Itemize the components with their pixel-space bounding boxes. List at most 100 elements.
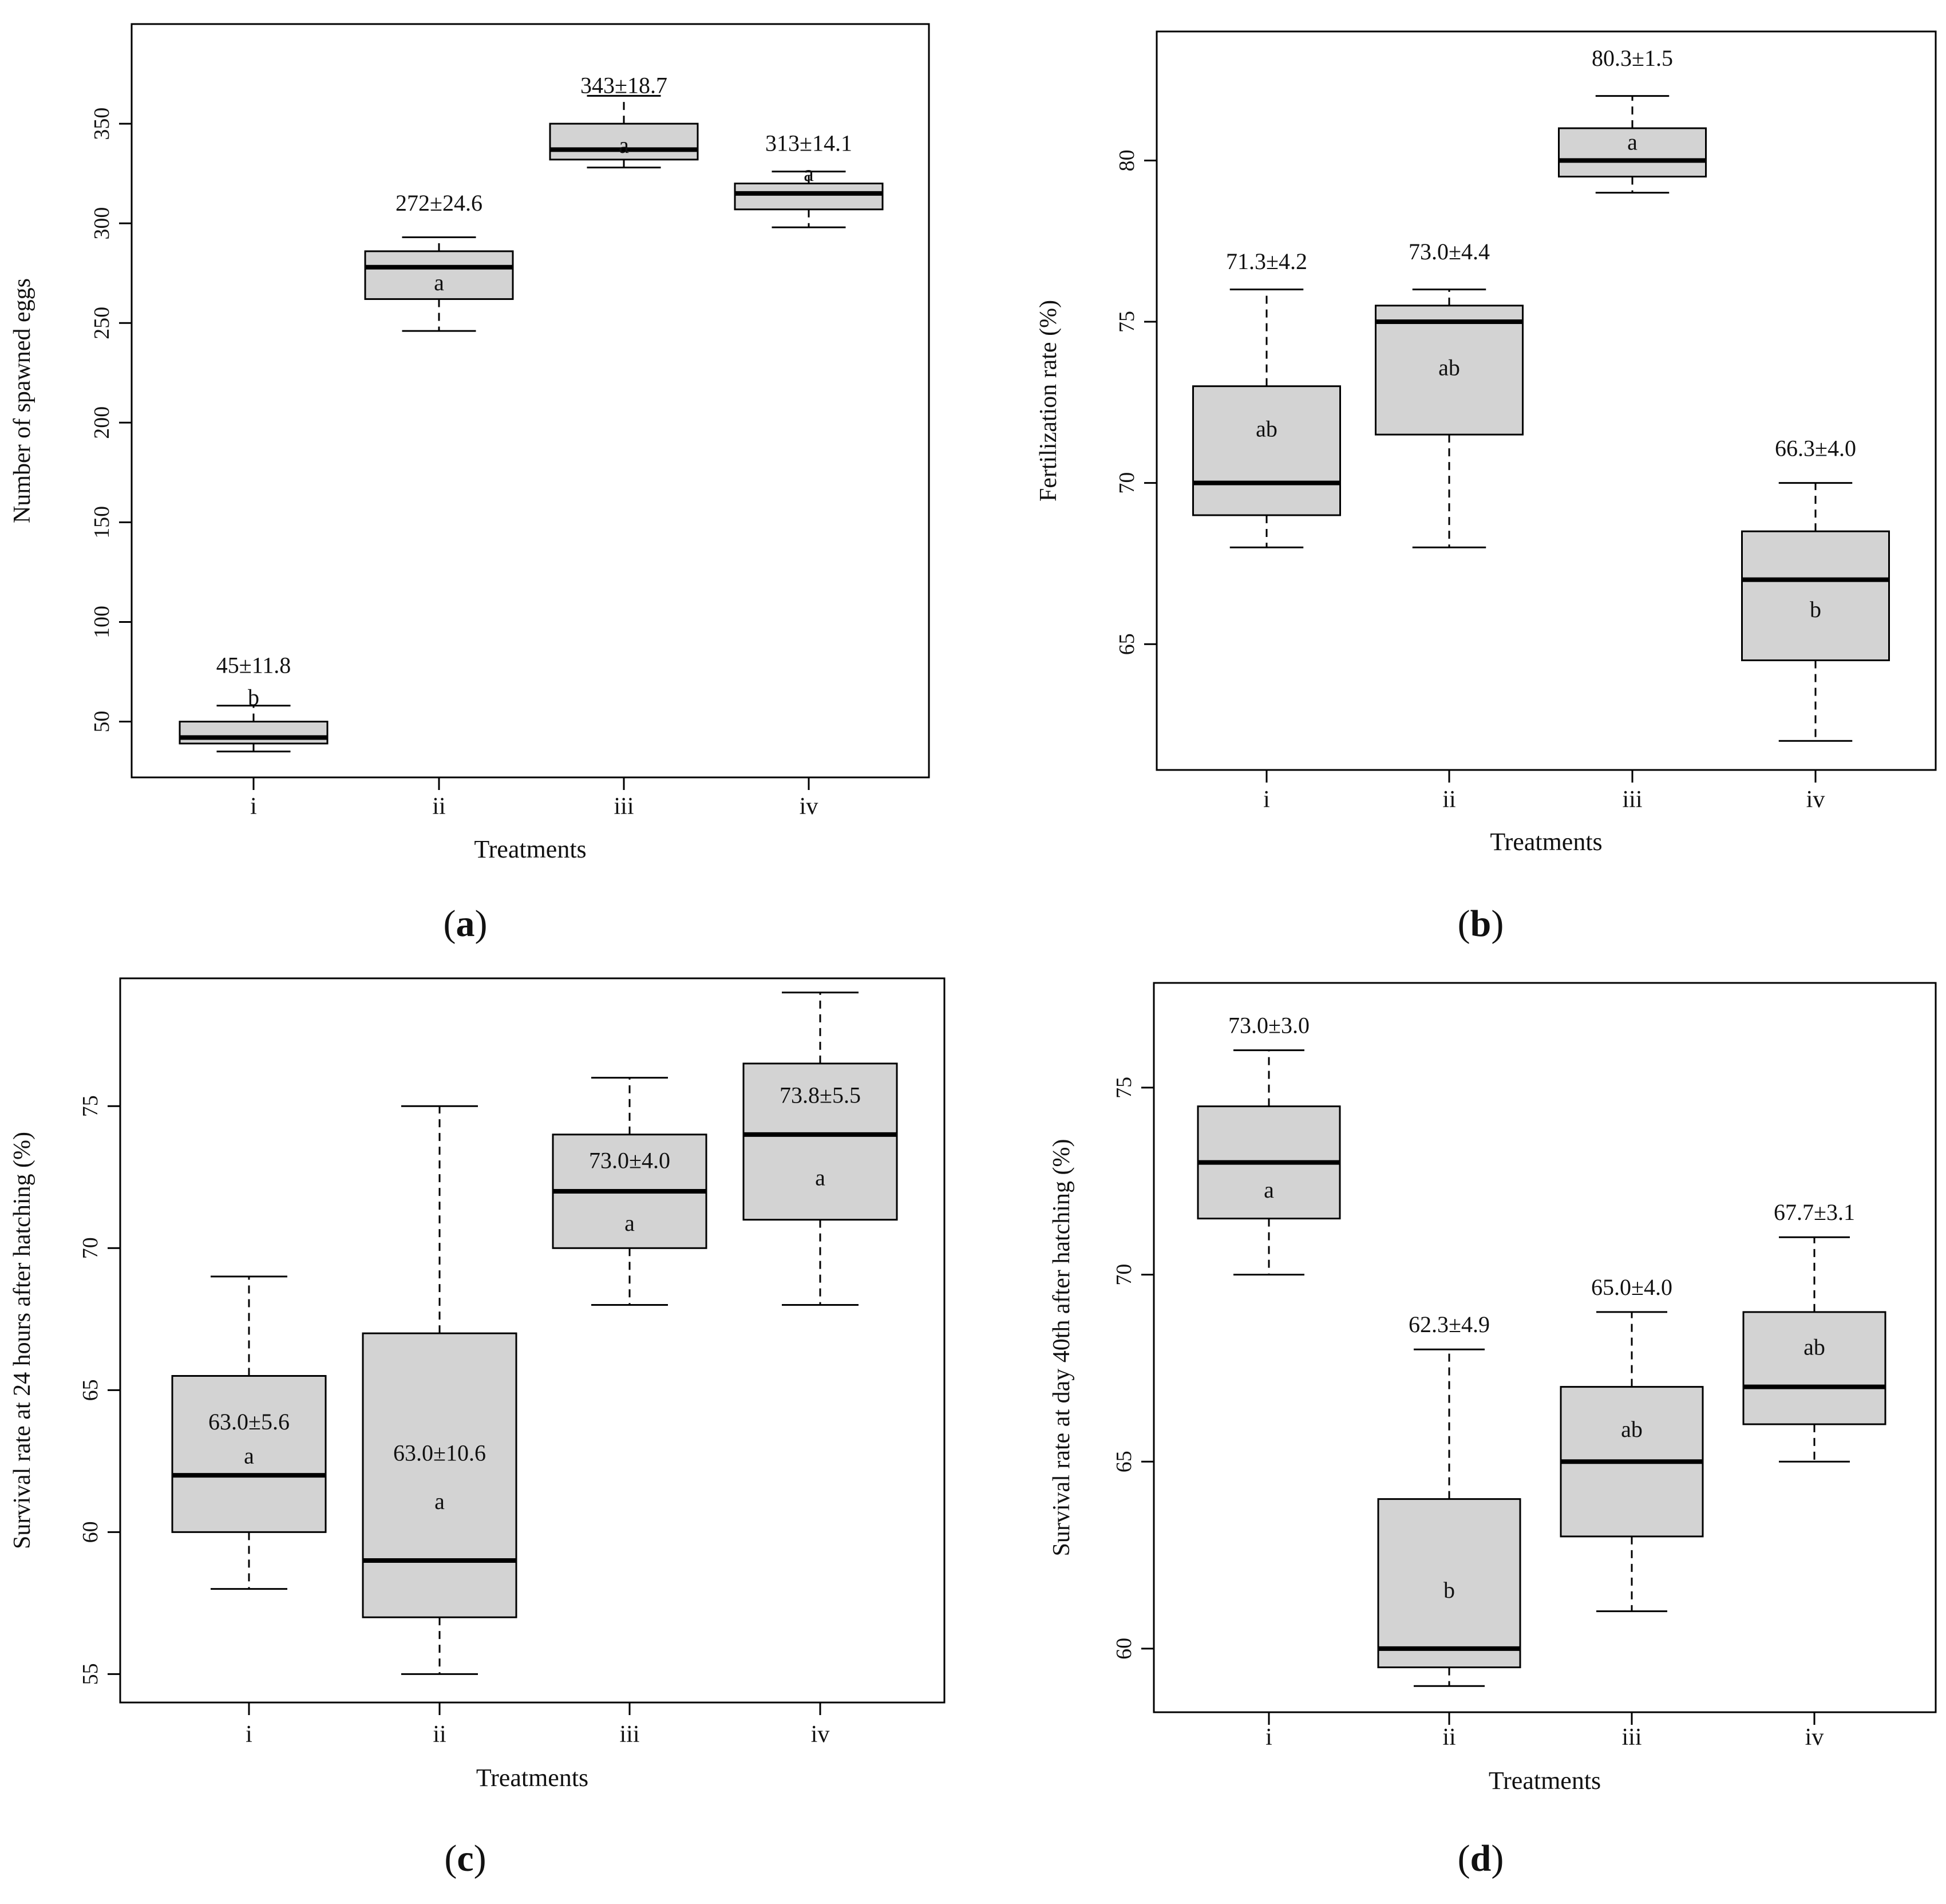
box-iii: 343±18.7 a — [549, 73, 699, 169]
y-axis: 60 65 70 75 — [1112, 1077, 1154, 1660]
mean-sd-label: 67.7±3.1 — [1774, 1199, 1855, 1225]
significance-letter: a — [434, 1488, 445, 1514]
box-iqr — [1377, 1498, 1521, 1669]
significance-letter: b — [1443, 1577, 1455, 1603]
box-iv: 313±14.1 a — [734, 131, 884, 228]
plot-frame — [130, 23, 930, 779]
mean-sd-label: 65.0±4.0 — [1591, 1274, 1672, 1300]
mean-sd-label: 73.0±3.0 — [1228, 1013, 1310, 1038]
mean-sd-label: 66.3±4.0 — [1775, 435, 1856, 461]
panel-label: (b) — [1458, 903, 1504, 945]
y-tick-label: 65 — [78, 1379, 102, 1401]
box-iqr — [1558, 127, 1707, 177]
box-iqr — [171, 1375, 327, 1533]
box-iqr — [742, 1062, 898, 1221]
mean-sd-label: 63.0±5.6 — [208, 1409, 290, 1435]
box-i: 71.3±4.2 ab — [1192, 248, 1341, 548]
x-axis-title: Treatments — [474, 835, 586, 863]
x-tick-label: i — [1265, 1724, 1272, 1751]
significance-letter: ab — [1256, 416, 1277, 442]
box-i: 73.0±3.0 a — [1197, 1013, 1341, 1276]
y-tick-label: 55 — [78, 1663, 102, 1685]
box-ii: 63.0±10.6 a — [362, 1105, 517, 1675]
mean-sd-label: 73.8±5.5 — [780, 1083, 861, 1108]
box-iqr — [364, 250, 514, 300]
y-tick-label: 80 — [1115, 149, 1139, 171]
mean-sd-label: 80.3±1.5 — [1592, 45, 1673, 71]
significance-letter: ab — [1438, 355, 1460, 381]
significance-letter: a — [624, 1210, 635, 1236]
x-tick-label: ii — [432, 793, 445, 820]
significance-letter: a — [1264, 1177, 1274, 1203]
y-tick-label: 65 — [1115, 633, 1139, 655]
mean-sd-label: 63.0±10.6 — [393, 1440, 486, 1466]
box-iqr — [1742, 1311, 1886, 1425]
box-iii: 73.0±4.0 a — [552, 1077, 707, 1306]
x-tick-label: iii — [1622, 787, 1642, 813]
box-iqr — [1192, 385, 1341, 516]
x-axis-title: Treatments — [1490, 828, 1602, 856]
y-axis: 55 60 65 70 75 — [78, 1095, 120, 1685]
box-ii: 272±24.6 a — [364, 190, 514, 332]
box-ii: 62.3±4.9 b — [1377, 1312, 1521, 1687]
y-tick-label: 350 — [90, 108, 114, 140]
plot-frame — [119, 977, 946, 1704]
significance-letter: a — [619, 132, 629, 158]
mean-sd-label: 343±18.7 — [580, 73, 667, 98]
significance-letter: b — [1810, 597, 1821, 622]
significance-letter: a — [815, 1164, 825, 1190]
x-axis: i ii iii iv — [250, 777, 818, 820]
box-iqr — [734, 183, 884, 211]
mean-sd-label: 73.0±4.4 — [1409, 239, 1490, 264]
mean-sd-label: 62.3±4.9 — [1409, 1312, 1490, 1337]
box-iqr — [549, 123, 699, 161]
mean-sd-label: 45±11.8 — [216, 653, 291, 678]
box-ii: 73.0±4.4 ab — [1375, 239, 1524, 548]
y-tick-label: 250 — [90, 307, 114, 339]
significance-letter: a — [1627, 129, 1638, 155]
box-i: 63.0±5.6 a — [171, 1275, 327, 1590]
box-iqr — [1741, 530, 1890, 661]
box-iv: 67.7±3.1 ab — [1742, 1199, 1886, 1463]
y-tick-label: 75 — [1112, 1077, 1136, 1099]
x-tick-label: i — [250, 793, 257, 820]
x-tick-label: iii — [614, 793, 634, 820]
y-axis-title: Survival rate at day 40th after hatching… — [1049, 1139, 1075, 1557]
y-tick-label: 150 — [90, 506, 114, 539]
box-i: 45±11.8 b — [179, 653, 329, 753]
panel-d: 60 65 70 75 Survival rate at day 40th after … — [1049, 982, 1937, 1879]
significance-letter: b — [248, 684, 259, 710]
x-tick-label: iv — [811, 1721, 830, 1748]
x-axis-title: Treatments — [476, 1764, 588, 1792]
x-tick-label: ii — [1442, 787, 1455, 813]
y-tick-label: 75 — [1115, 311, 1139, 333]
y-tick-label: 100 — [90, 606, 114, 638]
plot-frame — [1156, 30, 1937, 771]
mean-sd-label: 272±24.6 — [395, 190, 482, 216]
y-tick-label: 65 — [1112, 1451, 1136, 1472]
y-axis: 50 100 150 200 250 300 350 — [90, 108, 132, 733]
box-iii: 80.3±1.5 a — [1558, 45, 1707, 194]
panel-label: (c) — [444, 1838, 486, 1879]
box-iqr — [179, 721, 329, 745]
y-tick-label: 60 — [78, 1521, 102, 1543]
significance-letter: ab — [1621, 1416, 1643, 1442]
box-iv: 73.8±5.5 a — [742, 991, 898, 1306]
y-tick-label: 60 — [1112, 1638, 1136, 1660]
y-tick-label: 200 — [90, 406, 114, 439]
x-tick-label: iii — [619, 1721, 639, 1748]
x-tick-label: iv — [1806, 787, 1825, 813]
significance-letter: ab — [1803, 1334, 1825, 1360]
y-axis-title: Fertilization rate (%) — [1035, 300, 1062, 501]
y-axis-title: Survival rate at 24 hours after hatching… — [9, 1132, 35, 1549]
y-tick-label: 70 — [1112, 1264, 1136, 1286]
x-tick-label: i — [246, 1721, 252, 1748]
y-axis-title: Number of spawned eggs — [9, 278, 35, 523]
box-iv: 66.3±4.0 b — [1741, 435, 1890, 742]
x-axis: i ii iii iv — [1265, 1712, 1824, 1751]
box-iii: 65.0±4.0 ab — [1560, 1274, 1704, 1613]
y-axis: 65 70 75 80 — [1115, 149, 1157, 655]
plot-frame — [1153, 982, 1937, 1713]
